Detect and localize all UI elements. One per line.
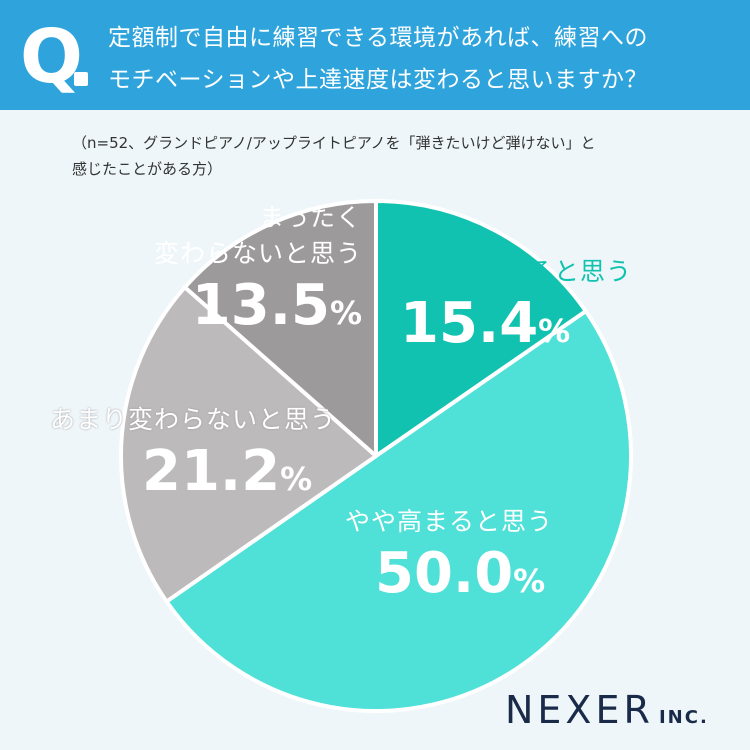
slice-unit-not-much-change: % bbox=[280, 460, 313, 498]
slice-category-somewhat-increase: やや高まると思う bbox=[345, 507, 554, 536]
slice-label-not-much-change: あまり変わらないと思う 21.2% bbox=[50, 400, 336, 515]
slice-unit-no-change: % bbox=[329, 294, 362, 332]
slice-value-number-somewhat-increase: 50.0 bbox=[375, 541, 514, 606]
question-header: Q 定額制で自由に練習できる環境があれば、練習への モチベーションや上達速度は変… bbox=[0, 0, 750, 110]
nexer-logo: NEXER INC. bbox=[505, 688, 709, 732]
slice-category-no-change-line1: まったく bbox=[258, 203, 362, 232]
slice-label-very-increase: とても高まると思う 15.4% bbox=[400, 252, 632, 367]
slice-value-number-not-much-change: 21.2 bbox=[142, 439, 281, 504]
slice-value-not-much-change: 21.2% bbox=[50, 436, 336, 515]
sample-note-line1: （n=52、グランドピアノ/アップライトピアノを「弾きたいけど弾けない」と bbox=[72, 134, 596, 152]
pie-slice-no-change bbox=[182, 199, 378, 458]
slice-label-somewhat-increase: やや高まると思う 50.0% bbox=[345, 502, 553, 617]
pie-slice-somewhat-increase bbox=[164, 309, 633, 713]
question-dot bbox=[74, 72, 88, 86]
slice-unit-very-increase: % bbox=[538, 312, 571, 350]
slice-value-no-change: 13.5% bbox=[130, 270, 362, 349]
question-text-line1: 定額制で自由に練習できる環境があれば、練習への bbox=[108, 25, 649, 51]
sample-note-line2: 感じたことがある方） bbox=[72, 160, 223, 178]
question-text-line2: モチベーションや上達速度は変わると思いますか？ bbox=[108, 67, 649, 93]
question-mark: Q bbox=[20, 14, 83, 100]
slice-category-no-change-line2: 変わらないと思う bbox=[153, 239, 362, 268]
slice-unit-somewhat-increase: % bbox=[513, 562, 546, 600]
slice-value-number-no-change: 13.5 bbox=[191, 273, 330, 338]
slice-value-number-very-increase: 15.4 bbox=[400, 291, 539, 356]
slice-label-no-change: まったく 変わらないと思う 13.5% bbox=[130, 198, 362, 349]
slice-category-very-increase: とても高まると思う bbox=[400, 257, 633, 286]
pie-slice-not-much-change bbox=[119, 285, 378, 604]
slice-category-not-much-change: あまり変わらないと思う bbox=[50, 405, 337, 434]
slice-value-very-increase: 15.4% bbox=[400, 288, 632, 367]
slice-value-somewhat-increase: 50.0% bbox=[345, 538, 553, 617]
logo-main-text: NEXER bbox=[505, 688, 654, 732]
logo-suffix-text: INC. bbox=[658, 707, 709, 728]
pie-slice-very-increase bbox=[374, 199, 588, 458]
